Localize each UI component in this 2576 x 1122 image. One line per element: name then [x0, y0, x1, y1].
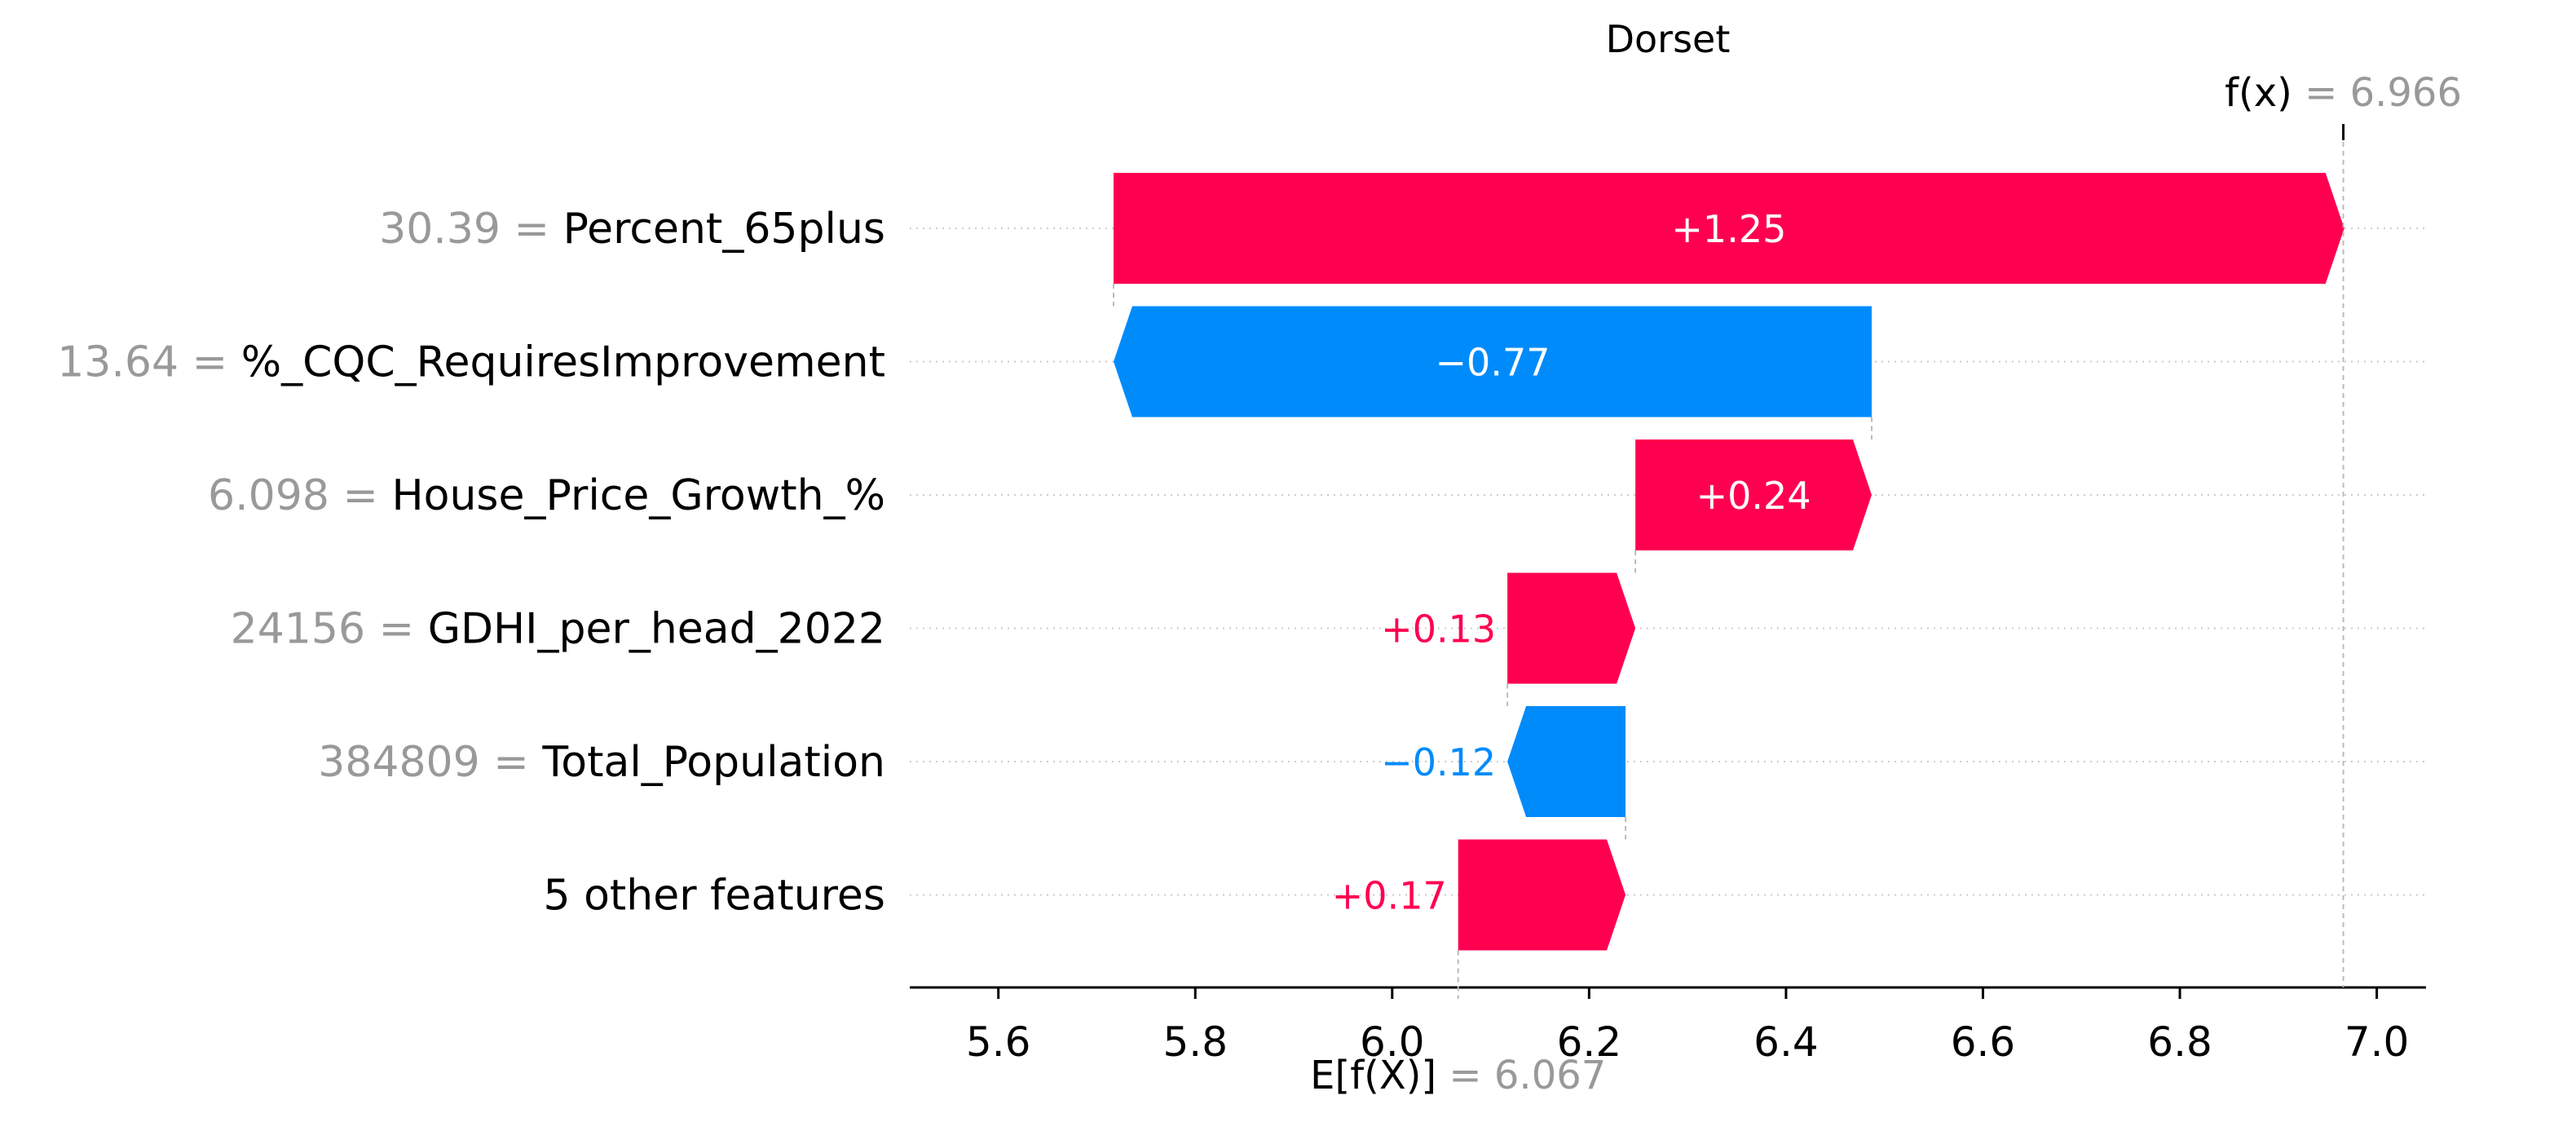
- x-tick-label: 7.0: [2344, 1018, 2410, 1066]
- feature-labels: 30.39 = Percent_65plus 13.64 = %_CQC_Requ…: [57, 205, 885, 921]
- feature-name: %_CQC_RequiresImprovement: [241, 338, 885, 387]
- x-tick-label: 6.0: [1360, 1018, 1425, 1066]
- bar-label-5: −0.12: [1381, 740, 1496, 784]
- feature-name: Total_Population: [541, 738, 885, 787]
- bar-3: [1635, 440, 1872, 550]
- bar-connectors: [1113, 284, 1873, 840]
- x-tick-label: 5.6: [966, 1018, 1031, 1066]
- base-value-name: E[f(X)]: [1310, 1053, 1436, 1098]
- bar-4: [1507, 572, 1636, 684]
- feature-name: GDHI_per_head_2022: [428, 605, 885, 654]
- x-tick-label: 6.4: [1753, 1018, 1819, 1066]
- bar-1: [1114, 173, 2344, 284]
- feature-value: 6.098: [208, 471, 329, 520]
- feature-value: 30.39: [379, 205, 501, 254]
- output-value-label: f(x) = 6.966: [2225, 70, 2462, 116]
- feature-value: 13.64: [57, 338, 179, 387]
- feature-label-4: 24156 = GDHI_per_head_2022: [231, 605, 885, 654]
- feature-name: Percent_65plus: [563, 205, 885, 254]
- equals-sign: =: [2292, 70, 2350, 116]
- x-tick-label: 6.6: [1951, 1018, 2016, 1066]
- feature-label-1: 30.39 = Percent_65plus: [379, 205, 885, 254]
- equals-sign: =: [501, 205, 563, 254]
- feature-label-2: 13.64 = %_CQC_RequiresImprovement: [57, 338, 885, 387]
- feature-name: House_Price_Growth_%: [392, 471, 885, 520]
- bar-label-3: +0.24: [1696, 474, 1811, 518]
- x-tick-label: 5.8: [1162, 1018, 1228, 1066]
- feature-name: 5 other features: [543, 872, 885, 921]
- equals-sign: =: [480, 738, 543, 787]
- bar-6: [1458, 839, 1626, 951]
- bars: +1.25 −0.77 +0.24 +0.13 −0.12 +0.17: [1114, 173, 2344, 951]
- x-tick-label: 6.8: [2147, 1018, 2212, 1066]
- base-value-label: E[f(X)] = 6.067: [1310, 1053, 1606, 1098]
- feature-label-6: 5 other features: [543, 872, 885, 921]
- value-markers: E[f(X)] = 6.067 f(x) = 6.966: [1310, 70, 2462, 1098]
- feature-value: 384809: [318, 738, 480, 787]
- equals-sign: =: [1436, 1053, 1494, 1098]
- output-value-number: 6.966: [2350, 70, 2462, 116]
- x-axis: 5.6 5.8 6.0 6.2 6.4 6.6 6.8 7.0: [910, 986, 2426, 1066]
- equals-sign: =: [365, 605, 428, 654]
- bar-label-6: +0.17: [1332, 874, 1447, 918]
- bar-label-2: −0.77: [1436, 341, 1550, 385]
- equals-sign: =: [179, 338, 241, 387]
- base-value-number: 6.067: [1494, 1053, 1606, 1098]
- bar-5: [1507, 706, 1626, 817]
- bar-label-1: +1.25: [1671, 207, 1786, 251]
- feature-label-3: 6.098 = House_Price_Growth_%: [208, 471, 885, 520]
- equals-sign: =: [329, 471, 392, 520]
- bar-label-4: +0.13: [1381, 607, 1496, 652]
- chart-title: Dorset: [1606, 17, 1731, 61]
- output-value-name: f(x): [2225, 70, 2292, 116]
- bar-2: [1114, 306, 1872, 417]
- x-tick-label: 6.2: [1557, 1018, 1622, 1066]
- feature-value: 24156: [231, 605, 365, 654]
- feature-label-5: 384809 = Total_Population: [318, 738, 885, 787]
